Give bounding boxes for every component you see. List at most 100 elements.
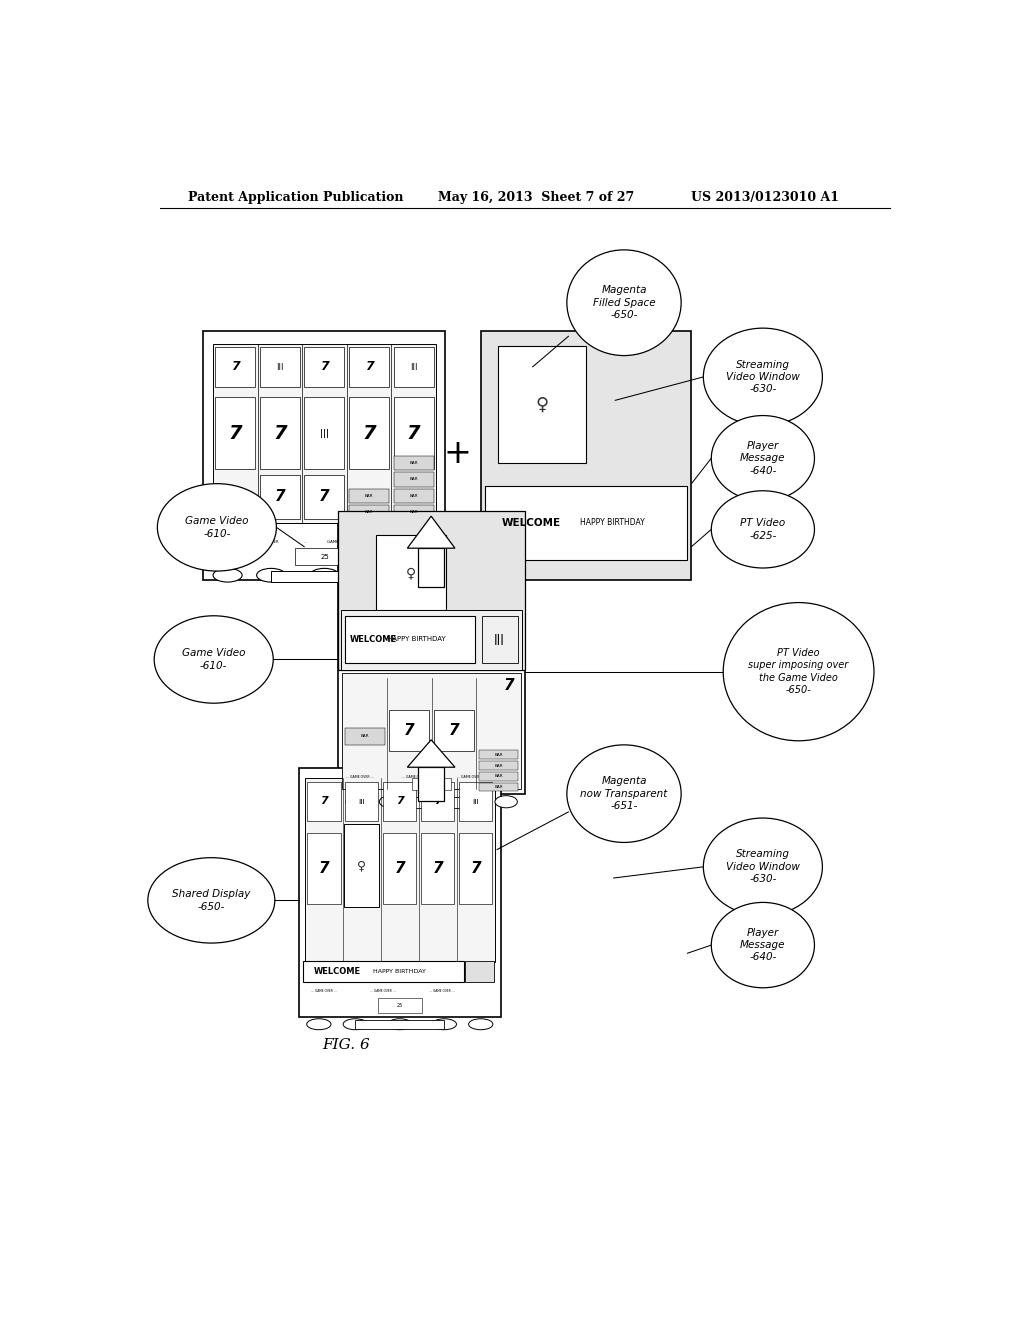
FancyBboxPatch shape bbox=[345, 727, 385, 744]
FancyBboxPatch shape bbox=[393, 473, 433, 487]
Text: ♀: ♀ bbox=[406, 566, 416, 579]
Text: HAPPY BIRTHDAY: HAPPY BIRTHDAY bbox=[581, 519, 645, 528]
Text: 25: 25 bbox=[428, 781, 435, 787]
Ellipse shape bbox=[155, 615, 273, 704]
FancyBboxPatch shape bbox=[295, 548, 353, 565]
FancyBboxPatch shape bbox=[338, 511, 524, 669]
FancyBboxPatch shape bbox=[299, 768, 501, 1018]
FancyBboxPatch shape bbox=[305, 779, 495, 962]
Text: 7: 7 bbox=[319, 490, 330, 504]
FancyBboxPatch shape bbox=[389, 710, 429, 751]
Ellipse shape bbox=[147, 858, 274, 942]
FancyBboxPatch shape bbox=[393, 488, 433, 503]
Text: 7: 7 bbox=[318, 861, 330, 876]
Ellipse shape bbox=[432, 1019, 457, 1030]
Text: 7: 7 bbox=[394, 861, 406, 876]
FancyBboxPatch shape bbox=[383, 833, 417, 903]
FancyBboxPatch shape bbox=[338, 524, 524, 793]
Text: 7: 7 bbox=[365, 360, 374, 374]
FancyBboxPatch shape bbox=[215, 397, 255, 469]
FancyBboxPatch shape bbox=[260, 397, 300, 469]
Ellipse shape bbox=[158, 483, 276, 572]
FancyBboxPatch shape bbox=[376, 535, 446, 610]
Text: BAR: BAR bbox=[410, 494, 418, 498]
Text: PT Video
super imposing over
the Game Video
-650-: PT Video super imposing over the Game Vi… bbox=[749, 648, 849, 696]
FancyBboxPatch shape bbox=[465, 961, 494, 982]
Text: |||: ||| bbox=[319, 429, 329, 438]
Ellipse shape bbox=[388, 1019, 412, 1030]
Text: GAME OVER: GAME OVER bbox=[399, 540, 423, 544]
Text: Shared Display
-650-: Shared Display -650- bbox=[172, 890, 251, 912]
Text: ... GAME OVER ...: ... GAME OVER ... bbox=[429, 989, 455, 993]
Ellipse shape bbox=[307, 1019, 331, 1030]
Text: BAR: BAR bbox=[365, 494, 374, 498]
Ellipse shape bbox=[310, 569, 339, 582]
Text: BAR: BAR bbox=[495, 752, 503, 756]
Text: 7: 7 bbox=[449, 723, 459, 738]
Text: |||: ||| bbox=[358, 799, 366, 804]
FancyBboxPatch shape bbox=[421, 833, 455, 903]
FancyBboxPatch shape bbox=[271, 570, 378, 582]
Ellipse shape bbox=[421, 796, 442, 808]
Ellipse shape bbox=[703, 329, 822, 426]
Text: 7: 7 bbox=[274, 490, 285, 504]
Text: +: + bbox=[443, 437, 471, 470]
Text: Magenta
now Transparent
-651-: Magenta now Transparent -651- bbox=[581, 776, 668, 810]
Ellipse shape bbox=[462, 796, 483, 808]
FancyBboxPatch shape bbox=[215, 347, 255, 387]
FancyBboxPatch shape bbox=[303, 961, 465, 982]
FancyBboxPatch shape bbox=[204, 331, 445, 581]
Text: GAME OVER: GAME OVER bbox=[327, 540, 351, 544]
FancyBboxPatch shape bbox=[355, 1020, 444, 1030]
Text: Player
Message
-640-: Player Message -640- bbox=[740, 928, 785, 962]
FancyBboxPatch shape bbox=[393, 506, 433, 519]
Ellipse shape bbox=[379, 796, 401, 808]
Ellipse shape bbox=[712, 903, 814, 987]
FancyBboxPatch shape bbox=[349, 397, 389, 469]
Text: 7: 7 bbox=[407, 424, 421, 442]
FancyBboxPatch shape bbox=[344, 824, 379, 907]
Text: BAR: BAR bbox=[230, 510, 240, 515]
Ellipse shape bbox=[364, 569, 392, 582]
Text: BAR: BAR bbox=[360, 734, 369, 738]
FancyBboxPatch shape bbox=[349, 347, 389, 387]
Polygon shape bbox=[408, 516, 455, 548]
Ellipse shape bbox=[712, 491, 814, 568]
Text: Player
Message
-640-: Player Message -640- bbox=[740, 441, 785, 475]
Ellipse shape bbox=[567, 744, 681, 842]
FancyBboxPatch shape bbox=[341, 610, 521, 669]
Text: HAPPY BIRTHDAY: HAPPY BIRTHDAY bbox=[387, 636, 446, 643]
Text: 25: 25 bbox=[321, 553, 329, 560]
Polygon shape bbox=[419, 767, 443, 801]
FancyBboxPatch shape bbox=[459, 781, 493, 821]
FancyBboxPatch shape bbox=[421, 781, 455, 821]
FancyBboxPatch shape bbox=[260, 347, 300, 387]
FancyBboxPatch shape bbox=[434, 710, 474, 751]
FancyBboxPatch shape bbox=[478, 751, 518, 759]
Text: 7: 7 bbox=[228, 424, 242, 442]
Text: 7: 7 bbox=[434, 796, 441, 807]
Text: 7: 7 bbox=[403, 723, 415, 738]
Text: ...: ... bbox=[376, 540, 380, 544]
Text: Streaming
Video Window
-630-: Streaming Video Window -630- bbox=[726, 850, 800, 884]
Text: BAR: BAR bbox=[410, 478, 418, 482]
Text: 7: 7 bbox=[432, 861, 443, 876]
Text: BAR: BAR bbox=[495, 785, 503, 789]
Text: US 2013/0123010 A1: US 2013/0123010 A1 bbox=[691, 190, 840, 203]
Text: BAR: BAR bbox=[495, 763, 503, 767]
Text: Magenta
Filled Space
-650-: Magenta Filled Space -650- bbox=[593, 285, 655, 321]
FancyBboxPatch shape bbox=[393, 397, 433, 469]
Text: ... GAME OVER ...: ... GAME OVER ... bbox=[401, 775, 429, 779]
Text: ... GAME OVER ...: ... GAME OVER ... bbox=[457, 775, 484, 779]
FancyBboxPatch shape bbox=[383, 781, 417, 821]
FancyBboxPatch shape bbox=[393, 455, 433, 470]
Text: 25: 25 bbox=[396, 1003, 402, 1008]
Text: WELCOME: WELCOME bbox=[350, 635, 397, 644]
Text: BAR: BAR bbox=[410, 461, 418, 465]
FancyBboxPatch shape bbox=[260, 474, 300, 519]
Text: BAR: BAR bbox=[495, 775, 503, 779]
Text: |||: ||| bbox=[495, 634, 505, 645]
Text: 7: 7 bbox=[396, 796, 403, 807]
FancyBboxPatch shape bbox=[213, 343, 436, 523]
FancyBboxPatch shape bbox=[215, 506, 255, 519]
